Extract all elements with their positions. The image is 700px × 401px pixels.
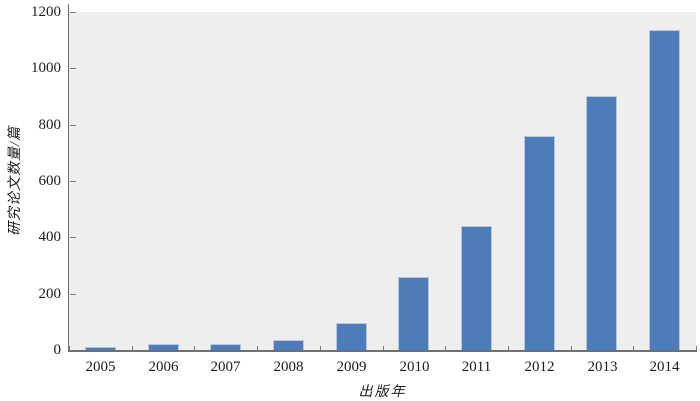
y-axis-tick-label: 200	[38, 286, 62, 302]
y-axis-tick	[70, 237, 76, 238]
x-axis-tick	[257, 346, 258, 350]
y-axis-tick	[70, 294, 76, 295]
x-axis-title: 出版年	[358, 385, 407, 400]
bar-2005	[85, 347, 116, 350]
x-axis-tick-label: 2005	[85, 359, 116, 375]
bar-2006	[148, 344, 179, 350]
x-axis-tick	[696, 346, 697, 350]
y-axis-tick-label: 800	[38, 117, 62, 133]
bar-2011	[461, 226, 492, 350]
x-axis-tick-label: 2009	[336, 359, 367, 375]
x-axis-tick	[132, 346, 133, 350]
y-axis-title: 研究论文数量/篇	[8, 126, 23, 236]
x-axis-line	[68, 350, 697, 352]
x-axis-tick	[383, 346, 384, 350]
x-axis-tick-label: 2010	[399, 359, 430, 375]
x-axis-tick-label: 2007	[210, 359, 241, 375]
bar-2013	[586, 96, 617, 350]
x-axis-tick	[633, 346, 634, 350]
x-axis-tick-label: 2013	[587, 359, 618, 375]
y-axis-tick	[70, 12, 76, 13]
x-axis-tick-label: 2008	[273, 359, 304, 375]
y-axis-tick-label: 1000	[31, 60, 61, 76]
y-axis-line	[68, 4, 69, 351]
bar-2008	[273, 340, 304, 350]
bar-2014	[649, 30, 680, 350]
y-axis-tick-label: 0	[53, 342, 62, 358]
bar-2010	[398, 277, 429, 350]
x-axis-tick	[69, 346, 70, 350]
bar-2007	[210, 344, 241, 350]
x-axis-tick	[508, 346, 509, 350]
y-axis-tick-label: 600	[38, 173, 62, 189]
bar-2009	[336, 323, 367, 350]
y-axis-tick	[70, 68, 76, 69]
x-axis-tick-label: 2006	[148, 359, 179, 375]
x-axis-tick	[320, 346, 321, 350]
y-axis-tick-label: 1200	[31, 4, 61, 20]
y-axis-tick	[70, 125, 76, 126]
x-axis-tick-label: 2012	[524, 359, 555, 375]
x-axis-tick	[194, 346, 195, 350]
x-axis-tick-label: 2014	[649, 359, 680, 375]
y-axis-tick-label: 400	[38, 229, 62, 245]
x-axis-tick-label: 2011	[461, 359, 492, 375]
bar-2012	[524, 136, 555, 350]
x-axis-tick	[571, 346, 572, 350]
y-axis-tick	[70, 350, 76, 351]
y-axis-tick	[70, 181, 76, 182]
x-axis-tick	[445, 346, 446, 350]
